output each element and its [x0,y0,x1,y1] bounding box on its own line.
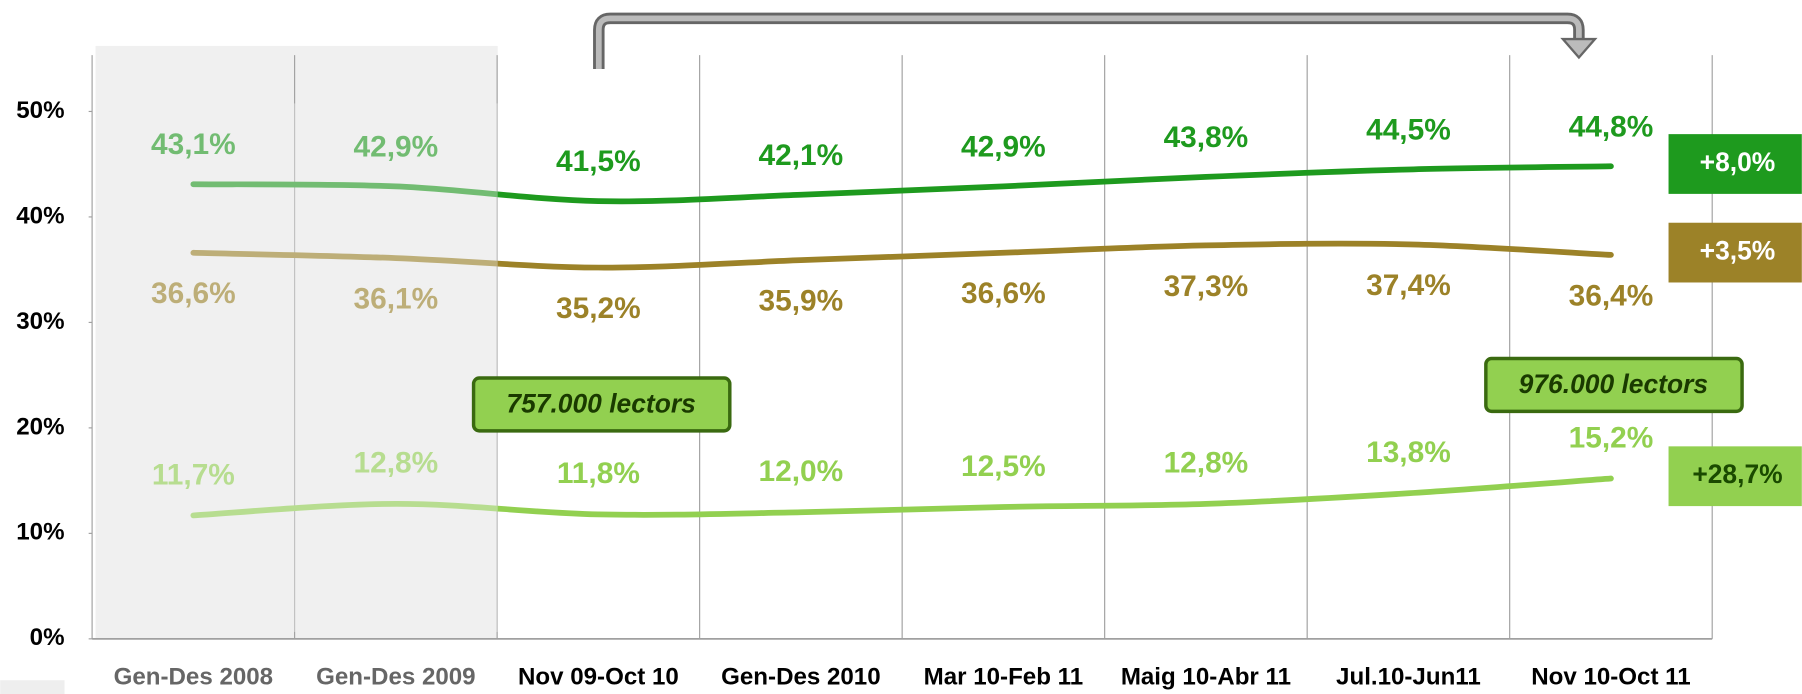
data-label: 11,7% [152,458,235,491]
x-tick-label: Nov 10-Oct 11 [1531,663,1690,690]
callout-label: 976.000 lectors [1519,369,1708,399]
data-label: 43,8% [1164,121,1249,154]
data-label: 42,1% [759,139,844,172]
y-tick-label: 50% [16,97,64,124]
arrow-head [1560,37,1598,60]
data-label: 42,9% [354,130,439,163]
x-tick-label: Gen-Des 2009 [316,663,475,690]
x-tick-label: Maig 10-Abr 11 [1121,663,1291,690]
data-label: 15,2% [1569,421,1654,454]
data-label: 36,4% [1569,279,1654,312]
data-label: 43,1% [151,128,236,161]
series-line [190,475,1614,519]
x-tick-label: Jul.10-Jun11 [1336,663,1481,690]
data-label: 44,8% [1569,110,1654,143]
data-label: 12,8% [354,447,439,480]
callout-box [1484,356,1744,414]
change-label: +28,7% [1692,459,1782,489]
data-label: 12,0% [759,455,844,488]
series-line [190,240,1614,271]
y-tick-label: 30% [16,308,64,335]
corner-block [0,680,65,694]
data-label: 12,5% [961,450,1046,483]
series-line [190,163,1614,205]
data-label: 35,9% [759,285,844,318]
y-tick-label: 0% [30,624,65,651]
change-badge [1668,222,1802,283]
y-tick-label: 40% [16,202,64,229]
x-tick-label: Mar 10-Feb 11 [924,663,1083,690]
x-tick-label: Nov 09-Oct 10 [518,663,679,690]
data-label: 13,8% [1366,436,1451,469]
data-label: 41,5% [556,145,641,178]
change-label: +8,0% [1700,147,1776,177]
data-label: 12,8% [1164,447,1249,480]
arrow [593,12,1585,69]
data-label: 36,6% [151,277,236,310]
arrow-inner [595,15,1582,69]
change-badge [1668,134,1802,194]
change-badge [1668,446,1802,507]
shaded-region [95,45,498,639]
data-label: 37,4% [1366,269,1451,302]
callout-label: 757.000 lectors [506,389,695,419]
data-label: 35,2% [556,292,641,325]
y-tick-label: 20% [16,413,64,440]
fade-overlay [95,103,498,632]
y-tick-label: 10% [16,519,64,546]
data-label: 11,8% [557,457,640,490]
data-label: 36,6% [961,277,1046,310]
data-label: 37,3% [1164,270,1249,303]
data-label: 36,1% [354,282,439,315]
callout-box [471,376,732,433]
change-label: +3,5% [1700,236,1776,266]
x-tick-label: Gen-Des 2010 [721,663,880,690]
data-label: 42,9% [961,130,1046,163]
data-label: 44,5% [1366,113,1451,146]
x-tick-label: Gen-Des 2008 [114,663,273,690]
